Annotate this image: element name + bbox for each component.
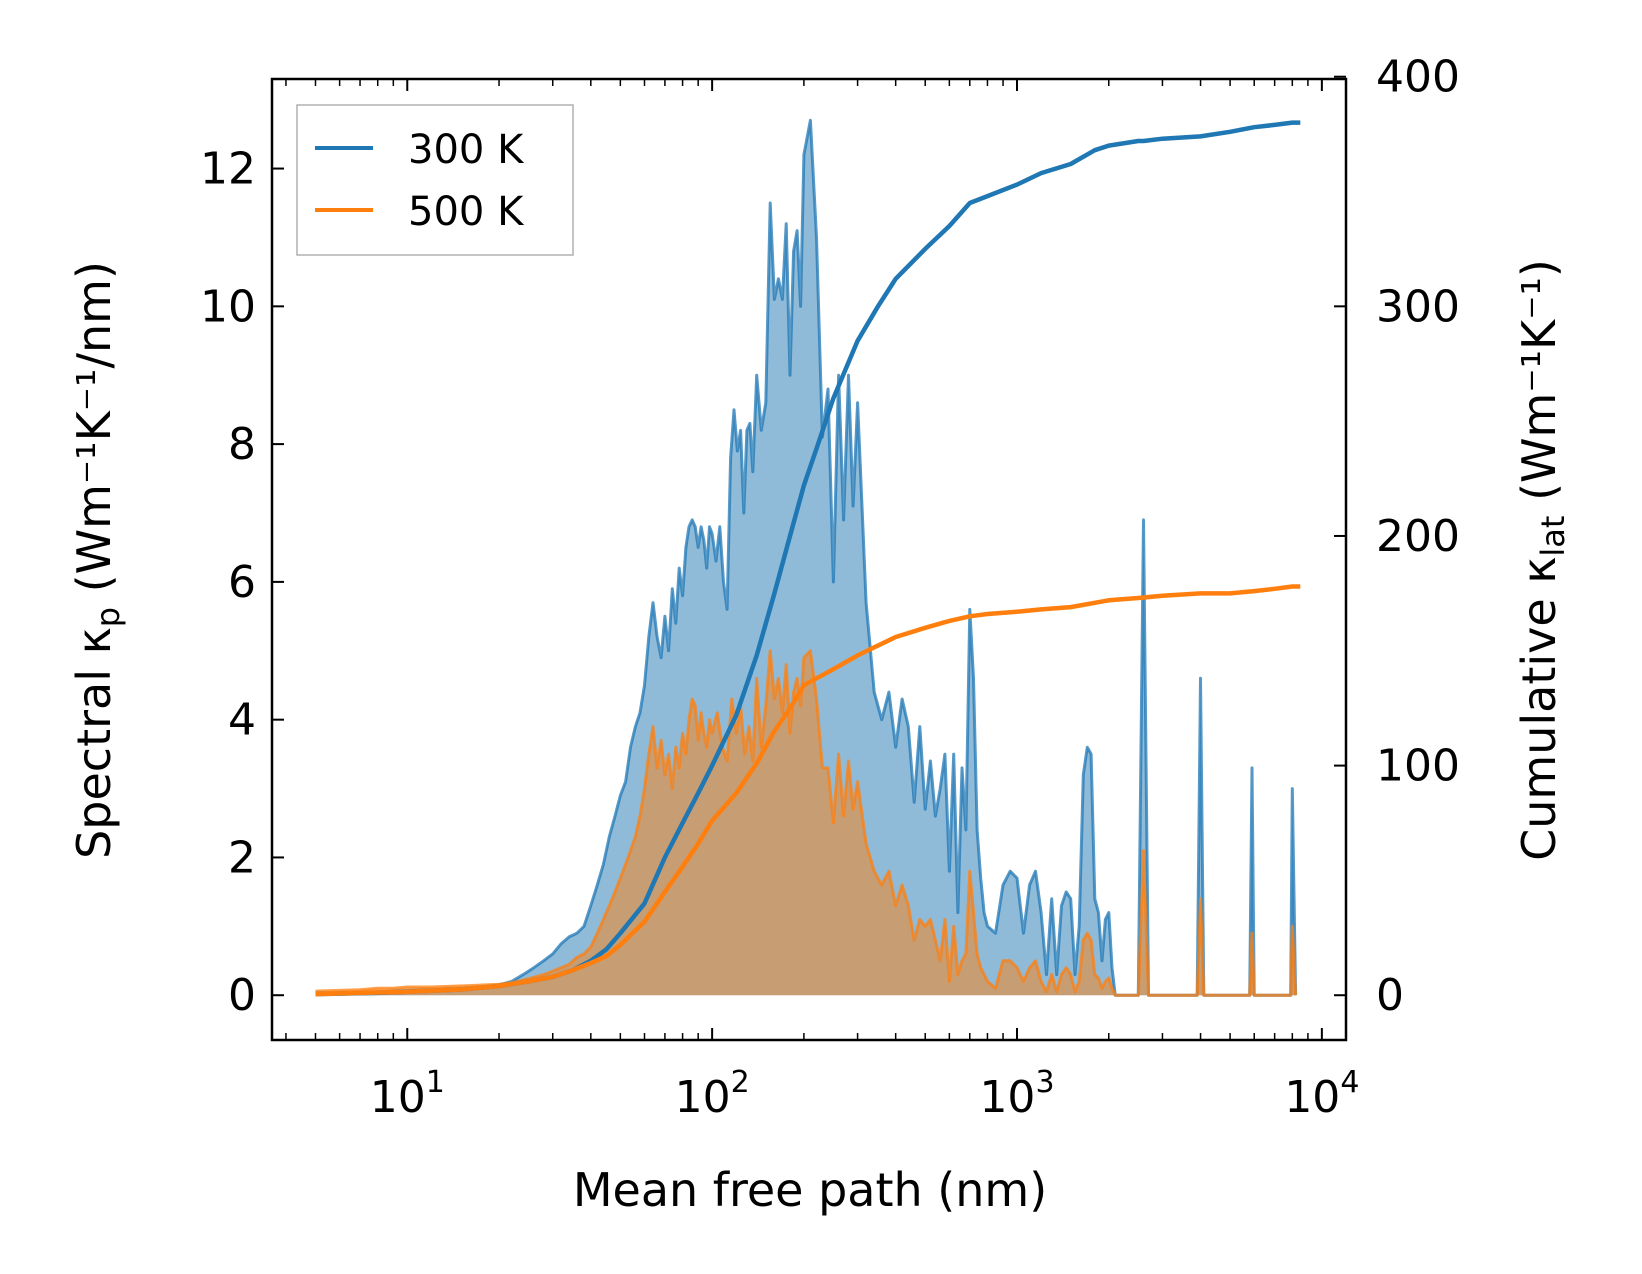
- left-y-tick-label: 2: [228, 832, 256, 883]
- left-y-tick-label: 6: [228, 557, 256, 608]
- spectral-line-500k: [315, 649, 1298, 997]
- left-y-tick-label: 10: [200, 281, 256, 332]
- legend: 300 K 500 K: [296, 104, 574, 256]
- legend-label-300k: 300 K: [408, 127, 525, 173]
- left-y-tick-label: 12: [200, 144, 256, 195]
- right-y-tick-label: 0: [1376, 970, 1404, 1021]
- right-y-tick-label: 300: [1376, 281, 1460, 332]
- right-y-title-main: Cumulative κ: [1512, 557, 1566, 861]
- axes-layer: 101 102 103 104 0 2 4 6 8 10 12 0 100 200 300 400: [200, 52, 1460, 1123]
- left-y-tick-label: 0: [228, 970, 256, 1021]
- left-y-tick-label: 8: [228, 419, 256, 470]
- right-y-title-units: (Wm⁻¹K⁻¹): [1512, 259, 1566, 515]
- right-y-tick-label: 400: [1376, 52, 1460, 103]
- x-tick-label: 101: [370, 1065, 445, 1123]
- left-y-title-units: (Wm⁻¹K⁻¹/nm): [67, 261, 121, 607]
- left-y-tick-label: 4: [228, 695, 256, 746]
- legend-label-500k: 500 K: [408, 189, 525, 235]
- x-axis-title: Mean free path (nm): [573, 1163, 1047, 1217]
- right-y-tick-label: 100: [1376, 741, 1460, 792]
- spectral-area-300k: [315, 120, 1296, 996]
- x-tick-label: 102: [675, 1065, 750, 1123]
- left-y-title-main: Spectral κ: [67, 627, 121, 859]
- right-y-axis-title: Cumulative κlat (Wm⁻¹K⁻¹): [1512, 259, 1572, 861]
- left-y-axis-title: Spectral κp (Wm⁻¹K⁻¹/nm): [67, 261, 127, 859]
- left-y-title-sub: p: [89, 607, 127, 627]
- right-y-tick-label: 200: [1376, 511, 1460, 562]
- legend-frame: [296, 104, 574, 256]
- cumulative-line-500k: [315, 584, 1301, 997]
- spectral-area-500k: [315, 650, 1296, 996]
- spectral-line-300k: [315, 118, 1298, 997]
- right-y-title-sub: lat: [1534, 516, 1572, 557]
- axes-frame: [270, 77, 1348, 1042]
- x-tick-label: 104: [1284, 1065, 1359, 1123]
- x-tick-label: 103: [979, 1065, 1054, 1123]
- plot-layer: [315, 118, 1301, 997]
